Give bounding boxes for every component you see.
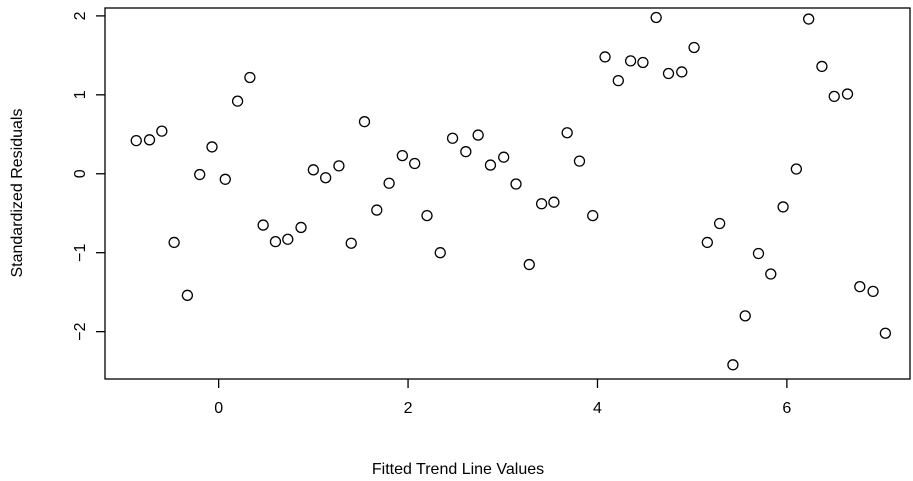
- data-point: [752, 247, 765, 260]
- data-point: [257, 219, 269, 231]
- y-axis-label: Standardized Residuals: [9, 109, 26, 278]
- data-point: [790, 163, 803, 175]
- y-tick-label: 2: [72, 11, 89, 20]
- data-point: [181, 289, 194, 301]
- data-point: [713, 217, 726, 230]
- data-point: [156, 125, 168, 137]
- data-point: [662, 67, 675, 80]
- data-point: [168, 236, 180, 249]
- y-tick-label: 1: [72, 90, 89, 99]
- data-point: [434, 247, 446, 259]
- data-point: [624, 55, 637, 67]
- y-tick-label: 0: [72, 169, 89, 178]
- data-point: [206, 141, 218, 153]
- x-axis: 0 2 4 6: [214, 379, 791, 417]
- x-axis-label: Fitted Trend Line Values: [372, 461, 544, 478]
- data-point: [282, 233, 294, 245]
- data-point: [510, 178, 522, 190]
- y-axis: −2 −1 0 1 2: [72, 11, 105, 341]
- data-point: [688, 41, 700, 54]
- data-point: [676, 66, 688, 78]
- data-point: [130, 134, 142, 147]
- data-point: [371, 204, 383, 216]
- data-point: [841, 88, 854, 100]
- data-point: [460, 146, 472, 158]
- data-point: [828, 90, 840, 103]
- data-point: [777, 201, 789, 213]
- data-point: [307, 164, 320, 176]
- data-points: [130, 11, 892, 371]
- data-point: [219, 173, 231, 185]
- data-point: [765, 268, 777, 280]
- data-point: [320, 172, 332, 184]
- x-tick-label: 0: [214, 400, 223, 417]
- y-tick-label: −1: [72, 243, 89, 261]
- data-point: [523, 258, 535, 271]
- data-point: [587, 209, 599, 222]
- data-point: [548, 196, 560, 208]
- data-point: [472, 129, 484, 141]
- data-point: [244, 71, 256, 84]
- data-point: [650, 11, 662, 24]
- data-point: [358, 116, 371, 128]
- data-point: [484, 159, 497, 171]
- x-tick-label: 4: [593, 400, 602, 417]
- data-point: [816, 60, 828, 73]
- data-point: [498, 151, 510, 163]
- data-point: [231, 95, 244, 107]
- data-point: [561, 127, 573, 139]
- plot-frame: [104, 7, 911, 380]
- data-point: [194, 168, 206, 181]
- data-point: [867, 285, 879, 298]
- data-point: [637, 56, 649, 69]
- data-point: [535, 198, 548, 210]
- data-point: [143, 134, 156, 146]
- data-point: [879, 327, 892, 339]
- data-point: [739, 310, 751, 322]
- data-point: [421, 209, 433, 222]
- data-point: [803, 13, 815, 25]
- data-point: [333, 160, 345, 172]
- data-point: [295, 221, 307, 234]
- data-point: [396, 149, 409, 162]
- data-point: [409, 157, 421, 170]
- data-point: [345, 237, 357, 249]
- data-point: [446, 132, 459, 144]
- data-point: [854, 280, 866, 293]
- data-point: [269, 236, 282, 248]
- data-point: [383, 177, 395, 189]
- data-point: [573, 155, 586, 167]
- data-point: [599, 51, 611, 63]
- data-point: [727, 359, 739, 371]
- y-tick-label: −2: [72, 322, 89, 340]
- data-point: [612, 74, 624, 87]
- x-tick-label: 2: [404, 400, 413, 417]
- x-tick-label: 6: [782, 400, 791, 417]
- data-point: [701, 236, 713, 249]
